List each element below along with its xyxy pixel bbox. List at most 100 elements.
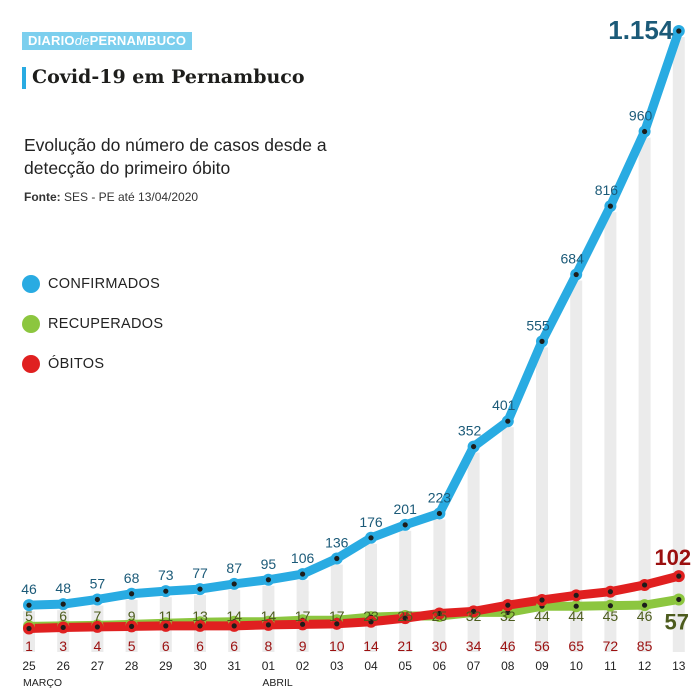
point-confirmados-13	[676, 28, 682, 34]
label-recuperados-07: 32	[466, 608, 482, 624]
label-recuperados-29: 11	[159, 608, 174, 624]
label-obitos-10: 65	[568, 638, 584, 654]
label-confirmados-07: 352	[458, 423, 482, 439]
point-obitos-25	[26, 625, 32, 632]
label-obitos-07: 34	[466, 638, 482, 654]
legend-dot-recuperados	[22, 315, 40, 333]
column-bar-10	[570, 280, 583, 652]
column-bar-09	[536, 347, 548, 652]
legend-label-confirmados: CONFIRMADOS	[48, 276, 161, 292]
column-bar-12	[638, 137, 651, 652]
column-bar-11	[604, 212, 617, 652]
label-obitos-04: 14	[363, 638, 379, 654]
point-recuperados-12	[642, 602, 648, 608]
label-confirmados-02: 106	[291, 550, 315, 566]
point-obitos-28	[129, 623, 135, 630]
label-confirmados-28: 68	[124, 570, 140, 586]
label-recuperados-11: 45	[603, 608, 619, 624]
label-recuperados-13: 57	[665, 609, 689, 634]
x-tick-label-25: 25	[22, 659, 36, 673]
x-tick-label-10: 10	[570, 659, 584, 673]
legend-label-recuperados: RECUPERADOS	[48, 316, 164, 332]
label-recuperados-10: 44	[568, 608, 584, 624]
point-confirmados-02	[300, 571, 306, 577]
point-confirmados-25	[26, 602, 32, 608]
month-label-abril: ABRIL	[262, 677, 293, 689]
x-tick-label-30: 30	[193, 659, 207, 673]
label-obitos-11: 72	[603, 638, 619, 654]
point-confirmados-05	[402, 522, 408, 528]
label-confirmados-04: 176	[359, 514, 383, 530]
x-tick-label-02: 02	[296, 659, 310, 673]
label-recuperados-09: 44	[534, 608, 550, 624]
label-confirmados-25: 46	[21, 581, 37, 597]
point-obitos-11	[607, 589, 614, 595]
x-tick-label-13: 13	[672, 659, 686, 673]
label-confirmados-06: 223	[428, 489, 452, 505]
legend-label-obitos: ÓBITOS	[48, 356, 105, 372]
label-obitos-28: 5	[128, 638, 136, 654]
label-obitos-25: 1	[25, 638, 33, 654]
point-confirmados-03	[334, 555, 340, 562]
x-tick-label-09: 09	[535, 659, 549, 673]
x-tick-label-04: 04	[364, 659, 378, 673]
label-confirmados-10: 684	[561, 251, 585, 267]
source-label: Fonte:	[24, 190, 61, 204]
label-obitos-26: 3	[59, 638, 67, 654]
x-tick-label-28: 28	[125, 659, 139, 673]
label-confirmados-08: 401	[492, 397, 516, 413]
point-recuperados-08	[505, 609, 511, 616]
label-confirmados-30: 77	[192, 565, 208, 581]
label-recuperados-12: 46	[637, 608, 653, 624]
point-confirmados-28	[129, 591, 135, 597]
label-confirmados-26: 48	[55, 580, 71, 596]
point-recuperados-10	[573, 603, 579, 609]
point-confirmados-30	[197, 586, 203, 592]
x-tick-label-08: 08	[501, 659, 515, 673]
source-note: Fonte: SES - PE até 13/04/2020	[24, 190, 198, 204]
x-tick-label-26: 26	[57, 659, 71, 673]
point-obitos-29	[163, 623, 169, 629]
label-obitos-29: 6	[162, 638, 170, 654]
label-obitos-27: 4	[94, 638, 102, 654]
point-confirmados-26	[60, 601, 66, 607]
point-obitos-30	[197, 623, 203, 629]
point-confirmados-12	[642, 128, 648, 135]
point-obitos-26	[60, 624, 66, 631]
label-obitos-08: 46	[500, 638, 516, 654]
title-accent-bar	[22, 67, 26, 89]
legend-dot-confirmados	[22, 275, 40, 293]
x-tick-label-27: 27	[91, 659, 105, 673]
point-confirmados-27	[94, 596, 100, 603]
x-tick-label-12: 12	[638, 659, 652, 673]
point-obitos-09	[539, 597, 545, 603]
point-obitos-04	[368, 619, 374, 625]
x-tick-label-29: 29	[159, 659, 173, 673]
label-recuperados-06: 25	[432, 608, 448, 624]
label-recuperados-27: 7	[94, 608, 102, 624]
point-obitos-05	[402, 615, 408, 621]
label-recuperados-26: 6	[59, 608, 67, 624]
label-confirmados-11: 816	[595, 182, 619, 198]
point-confirmados-09	[539, 338, 545, 345]
label-obitos-03: 10	[329, 638, 345, 654]
label-recuperados-25: 5	[25, 608, 33, 624]
point-confirmados-29	[163, 588, 169, 594]
column-bar-08	[501, 427, 514, 652]
label-obitos-31: 6	[230, 638, 238, 654]
point-confirmados-11	[607, 203, 614, 209]
label-obitos-30: 6	[196, 638, 204, 654]
x-tick-label-31: 31	[228, 659, 242, 673]
label-recuperados-08: 32	[500, 608, 516, 624]
label-obitos-06: 30	[432, 638, 448, 654]
label-confirmados-12: 960	[629, 108, 653, 124]
x-tick-label-05: 05	[399, 659, 413, 673]
brand-part-de: de	[74, 33, 90, 48]
label-obitos-09: 56	[534, 638, 550, 654]
label-recuperados-01: 14	[261, 608, 277, 624]
month-label-março: MARÇO	[23, 677, 62, 689]
page-title: Covid-19 em Pernambuco	[32, 66, 305, 88]
column-bar-06	[433, 519, 446, 652]
legend-item-obitos: ÓBITOS	[22, 354, 163, 374]
x-tick-label-03: 03	[330, 659, 344, 673]
